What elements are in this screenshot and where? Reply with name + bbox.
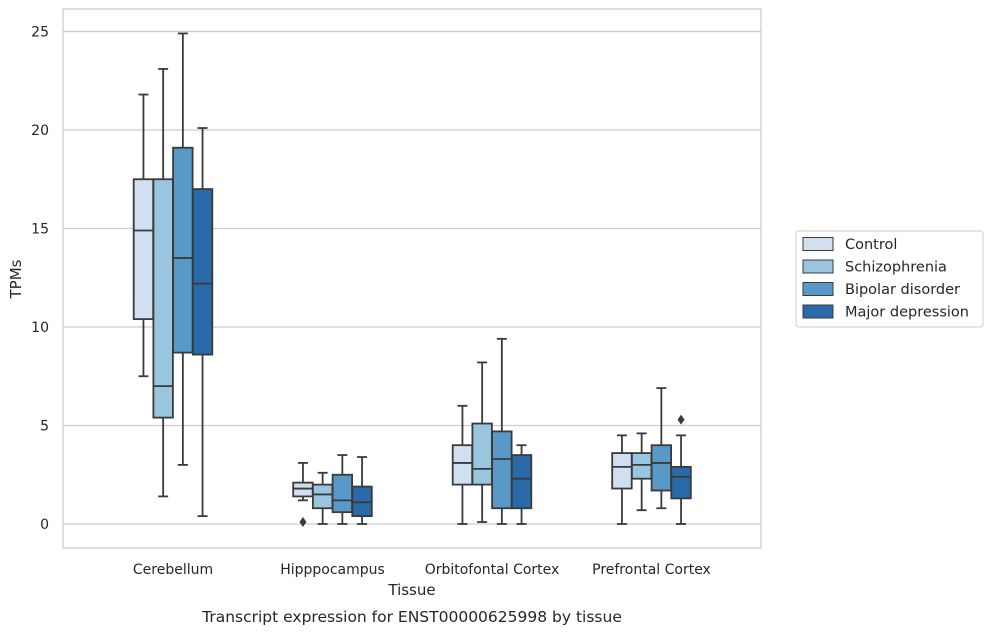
box-body <box>152 178 174 419</box>
box-body <box>471 422 493 486</box>
y-tick-label: 15 <box>31 222 49 238</box>
legend-label: Schizophrenia <box>845 260 947 276</box>
box-body <box>510 454 533 510</box>
box-body <box>611 452 633 490</box>
x-tick-labels: Cerebellum Hipppocampus Orbitofontal Corte… <box>133 562 711 578</box>
x-tick-label: Prefrontal Cortex <box>592 562 711 578</box>
y-tick-label: 10 <box>31 320 49 336</box>
box-body <box>491 430 513 510</box>
legend: Control Schizophrenia Bipolar disorder Majo… <box>795 230 984 328</box>
legend-swatch <box>802 237 834 251</box>
chart-caption: Transcript expression for ENST0000062599… <box>201 608 622 626</box>
box-body <box>172 146 194 354</box>
box-1-0 <box>152 68 174 498</box>
outlier-point <box>677 414 685 425</box>
box-3-3 <box>670 414 692 525</box>
y-tick-label: 0 <box>40 517 49 533</box>
plot-frame <box>62 8 762 549</box>
x-tick-label: Hipppocampus <box>280 562 385 578</box>
legend-swatch <box>802 259 834 274</box>
legend-label: Major depression <box>845 305 969 321</box>
box-body <box>331 473 354 514</box>
x-tick-label: Cerebellum <box>133 562 213 578</box>
box-body <box>351 485 373 518</box>
legend-swatch <box>802 304 834 319</box>
legend-label: Control <box>845 237 897 253</box>
y-tick-labels: 0 5 10 15 20 25 <box>31 25 49 534</box>
x-axis-label: Tissue <box>387 581 435 599</box>
box-body <box>311 483 334 510</box>
box-body <box>191 188 214 356</box>
y-tick-label: 25 <box>31 25 49 41</box>
y-tick-label: 5 <box>40 419 49 435</box>
boxes <box>132 32 692 528</box>
box-3-1 <box>351 456 373 525</box>
box-body <box>670 465 692 500</box>
legend-items: Control Schizophrenia Bipolar disorder Majo… <box>802 237 969 321</box>
y-axis-label: TPMs <box>7 259 25 299</box>
legend-frame <box>795 230 984 328</box>
box-0-0 <box>132 93 155 378</box>
box-body <box>292 481 314 498</box>
box-body <box>650 444 672 492</box>
box-body <box>451 444 474 486</box>
box-body <box>631 452 653 480</box>
box-3-2 <box>510 444 533 525</box>
box-0-2 <box>451 404 474 525</box>
box-2-2 <box>491 337 513 525</box>
box-3-0 <box>191 127 214 518</box>
box-1-3 <box>631 432 653 512</box>
x-tick-label: Orbitofontal Cortex <box>425 562 560 578</box>
y-tick-label: 20 <box>31 123 49 139</box>
box-2-3 <box>650 387 672 510</box>
box-body <box>132 178 155 321</box>
legend-label: Bipolar disorder <box>845 282 960 298</box>
legend-swatch <box>802 282 834 296</box>
outlier-point <box>299 517 307 528</box>
